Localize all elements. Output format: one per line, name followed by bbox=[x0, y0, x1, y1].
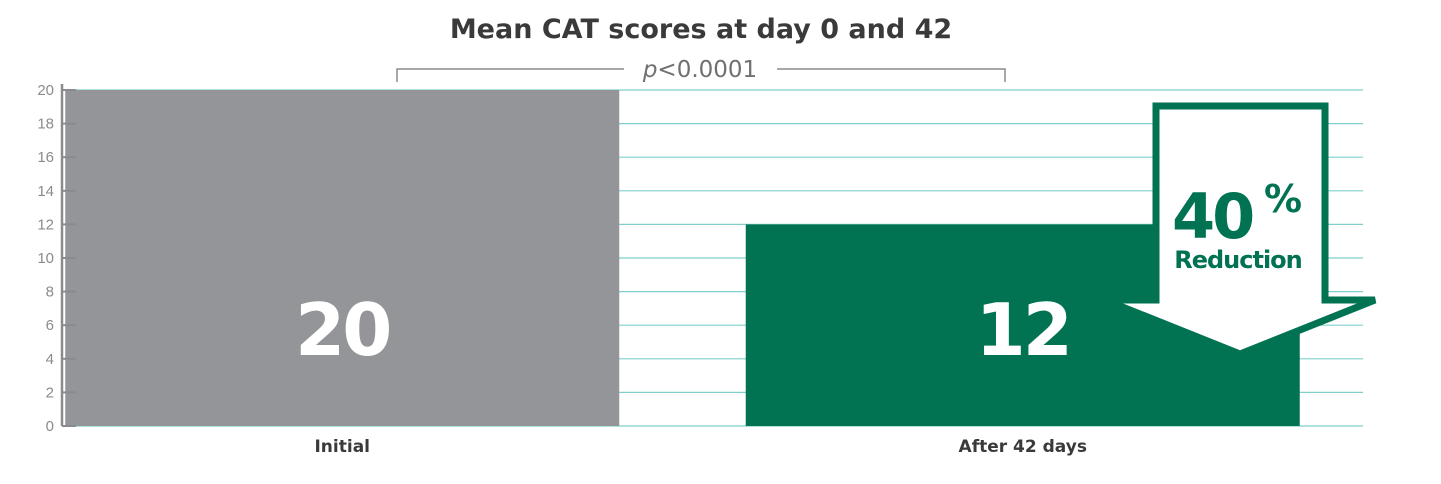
reduction-arrow: 40 % Reduction bbox=[1103, 102, 1377, 358]
bracket-left-arm bbox=[396, 68, 624, 82]
y-axis bbox=[60, 84, 76, 427]
y-tick-label: 0 bbox=[46, 418, 54, 435]
y-tick-label: 10 bbox=[37, 250, 54, 267]
reduction-arrow-shape bbox=[1103, 102, 1377, 358]
x-category-labels: Initial After 42 days bbox=[314, 437, 1086, 457]
reduction-percent-sign: % bbox=[1264, 177, 1302, 221]
bar-initial bbox=[65, 90, 620, 426]
y-tick-label: 14 bbox=[37, 183, 54, 200]
y-tick-label: 6 bbox=[46, 317, 54, 334]
y-tick-label: 8 bbox=[46, 284, 54, 301]
y-tick-label: 18 bbox=[37, 116, 54, 133]
p-value-suffix: <0.0001 bbox=[657, 57, 757, 83]
y-tick-label: 2 bbox=[46, 384, 54, 401]
bar-value-label: 20 bbox=[295, 288, 389, 372]
p-value-bracket: p<0.0001 bbox=[396, 57, 1006, 83]
y-tick-label: 4 bbox=[46, 351, 54, 368]
reduction-percent-value: 40 bbox=[1172, 180, 1253, 253]
bar-value-labels: 20 12 bbox=[295, 288, 1073, 372]
x-category-label: Initial bbox=[314, 437, 370, 457]
x-category-label: After 42 days bbox=[959, 437, 1087, 457]
y-tick-labels: 0 2 4 6 8 10 12 14 16 18 20 bbox=[37, 82, 54, 435]
y-tick-label: 20 bbox=[37, 82, 54, 99]
y-tick-label: 16 bbox=[37, 149, 54, 166]
p-value-prefix: p bbox=[642, 57, 658, 83]
bracket-right-arm bbox=[777, 68, 1006, 82]
chart-title: Mean CAT scores at day 0 and 42 bbox=[450, 14, 952, 45]
bar-value-label: 12 bbox=[976, 288, 1070, 372]
y-tick-label: 12 bbox=[37, 216, 54, 233]
reduction-label: Reduction bbox=[1174, 246, 1302, 274]
p-value-label: p<0.0001 bbox=[642, 57, 757, 83]
